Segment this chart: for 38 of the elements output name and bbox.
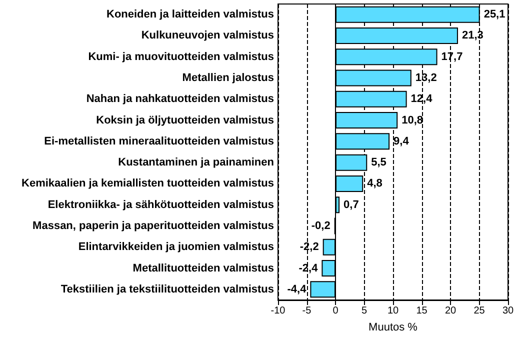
x-tick-label: -5 [302, 306, 312, 316]
x-axis-title: Muutos % [368, 322, 418, 334]
y-tick-label: Tekstiilien ja tekstiilituotteiden valmistus [60, 283, 274, 296]
x-tick-label: 5 [361, 306, 368, 316]
y-tick-label: Metallituotteiden valmistus [132, 262, 274, 274]
y-tick-label: Koneiden ja laitteiden valmistus [106, 8, 274, 21]
data-label: -4,4 [287, 283, 308, 296]
y-tick-label: Nahan ja nahkatuotteiden valmistus [86, 93, 274, 106]
data-label: 0,7 [344, 198, 359, 211]
x-tick-label: 30 [502, 306, 514, 316]
y-tick-label: Massan, paperin ja paperituotteiden valmistus [32, 220, 274, 232]
y-tick-label: Ei-metallisten mineraalituotteiden valmistus [44, 135, 274, 148]
y-tick-label: Kulkuneuvojen valmistus [141, 30, 274, 42]
data-label: 5,5 [371, 156, 386, 169]
y-tick-label: Kemikaalien ja kemiallisten tuotteiden valmistus [22, 178, 274, 190]
data-label: -2,2 [300, 241, 319, 254]
data-label: 4,8 [367, 178, 382, 190]
x-tick-label: -10 [270, 306, 286, 316]
y-tick-label: Kustantaminen ja painaminen [118, 156, 274, 169]
data-label: 10,8 [402, 114, 424, 126]
y-tick-label: Elintarvikkeiden ja juomien valmistus [78, 241, 274, 254]
data-label: -0,2 [311, 220, 330, 232]
data-label: 21,3 [462, 30, 484, 42]
y-tick-label: Elektroniikka- ja sähkötuotteiden valmistus [48, 198, 274, 211]
data-label: 12,4 [410, 93, 434, 106]
x-tick-label: 0 [332, 306, 339, 316]
y-tick-label: Metallien jalostus [182, 72, 274, 84]
data-label: 9,4 [394, 135, 410, 148]
x-tick-label: 20 [444, 306, 456, 316]
y-tick-label: Kumi- ja muovituotteiden valmistus [88, 50, 274, 63]
x-tick-label: 15 [416, 306, 428, 316]
data-label: -2,4 [298, 262, 319, 274]
x-tick-label: 25 [474, 306, 486, 316]
data-label: 17,7 [441, 50, 463, 63]
data-label: 13,2 [415, 72, 437, 84]
x-tick-label: 10 [387, 306, 399, 316]
data-label: 25,1 [484, 8, 506, 21]
y-tick-label: Koksin ja öljytuotteiden valmistus [96, 114, 274, 126]
